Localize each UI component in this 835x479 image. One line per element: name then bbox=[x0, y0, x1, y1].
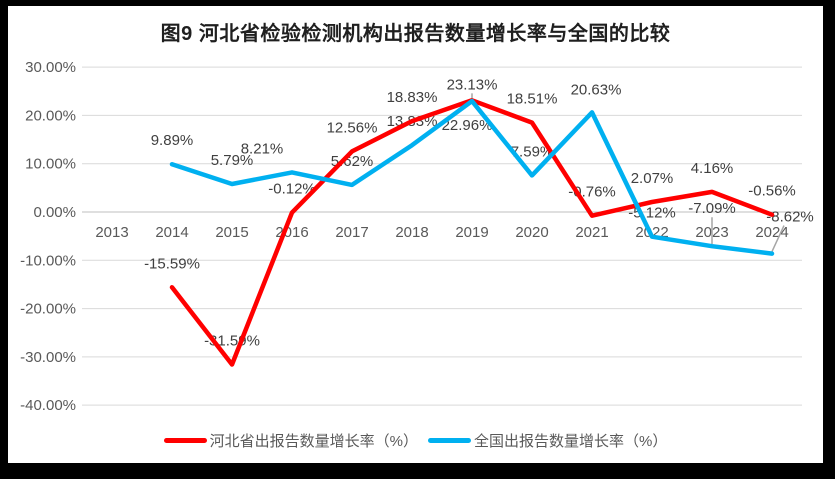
data-label: -7.09% bbox=[688, 200, 736, 217]
legend-item-national: 全国出报告数量增长率（%） bbox=[428, 430, 667, 451]
data-label: -8.62% bbox=[766, 209, 814, 226]
series-line-national bbox=[169, 98, 775, 256]
x-tick-label: 2019 bbox=[455, 224, 488, 241]
plot-area: 30.00% 20.00% 10.00% 0.00% -10.00% -20.00% -30… bbox=[20, 59, 814, 414]
x-tick-label: 2020 bbox=[515, 224, 548, 241]
legend-item-hebei: 河北省出报告数量增长率（%） bbox=[163, 430, 418, 451]
data-label: 5.62% bbox=[331, 153, 374, 170]
legend: 河北省出报告数量增长率（%） 全国出报告数量增长率（%） bbox=[8, 430, 823, 451]
data-label: 12.56% bbox=[327, 119, 378, 136]
x-tick-label: 2017 bbox=[335, 224, 368, 241]
label-leader-line bbox=[771, 225, 785, 252]
data-label: 9.89% bbox=[151, 132, 194, 149]
data-label: -0.56% bbox=[748, 183, 796, 200]
x-tick-label: 2015 bbox=[215, 224, 248, 241]
x-tick-label: 2013 bbox=[95, 224, 128, 241]
legend-label-national: 全国出报告数量增长率（%） bbox=[474, 433, 668, 450]
x-tick-label: 2018 bbox=[395, 224, 428, 241]
data-label: 18.51% bbox=[507, 91, 558, 108]
x-tick-label: 2021 bbox=[575, 224, 608, 241]
chart: 图9 河北省检验检测机构出报告数量增长率与全国的比较 30.00% 20.00% 1… bbox=[8, 6, 823, 463]
x-tick-label: 2014 bbox=[155, 224, 188, 241]
y-tick-label: 0.00% bbox=[33, 204, 76, 221]
data-label: 2.07% bbox=[631, 170, 674, 187]
y-tick-label: 10.00% bbox=[25, 156, 76, 173]
data-label: -15.59% bbox=[144, 255, 200, 272]
legend-swatch-national bbox=[428, 438, 471, 443]
data-label: -0.12% bbox=[268, 181, 316, 198]
chart-title: 图9 河北省检验检测机构出报告数量增长率与全国的比较 bbox=[160, 23, 671, 45]
data-label: 18.83% bbox=[387, 89, 438, 106]
y-tick-label: -40.00% bbox=[20, 397, 76, 414]
data-label: 5.79% bbox=[211, 152, 254, 169]
y-tick-label: -30.00% bbox=[20, 349, 76, 366]
data-label: 23.13% bbox=[447, 76, 498, 93]
data-label: 20.63% bbox=[571, 81, 622, 98]
legend-swatch-hebei bbox=[163, 438, 207, 443]
y-tick-label: 30.00% bbox=[25, 59, 76, 76]
y-tick-label: 20.00% bbox=[25, 107, 76, 124]
data-label: 7.59% bbox=[511, 143, 554, 160]
y-tick-label: -20.00% bbox=[20, 301, 76, 318]
y-tick-label: -10.00% bbox=[20, 252, 76, 269]
legend-label-hebei: 河北省出报告数量增长率（%） bbox=[209, 433, 418, 450]
data-label: 22.96% bbox=[442, 117, 493, 134]
x-tick-label: 2024 bbox=[755, 224, 788, 241]
data-label: 8.21% bbox=[241, 140, 284, 157]
data-label: 4.16% bbox=[691, 160, 734, 177]
